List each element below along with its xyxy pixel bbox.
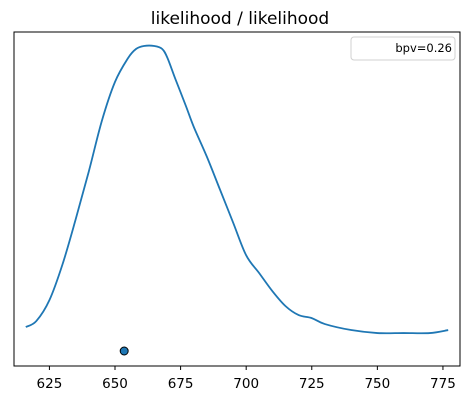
plot-frame xyxy=(13,31,461,367)
x-tick-label: 725 xyxy=(299,376,325,392)
x-tick-label: 775 xyxy=(430,376,456,392)
legend-box xyxy=(350,36,456,61)
x-tick-label: 750 xyxy=(364,376,390,392)
density-curve xyxy=(25,44,449,335)
x-tick-label: 625 xyxy=(37,376,63,392)
legend: bpv=0.26 xyxy=(350,36,456,61)
x-tick-label: 675 xyxy=(168,376,194,392)
x-axis: 625 650 675 700 725 750 775 xyxy=(37,366,456,392)
x-tick-label: 700 xyxy=(233,376,259,392)
series-layer xyxy=(25,44,449,356)
observed-point xyxy=(119,346,129,356)
x-tick-label: 650 xyxy=(102,376,128,392)
legend-entry: bpv=0.26 xyxy=(395,41,452,55)
chart-title: likelihood / likelihood xyxy=(151,9,329,29)
